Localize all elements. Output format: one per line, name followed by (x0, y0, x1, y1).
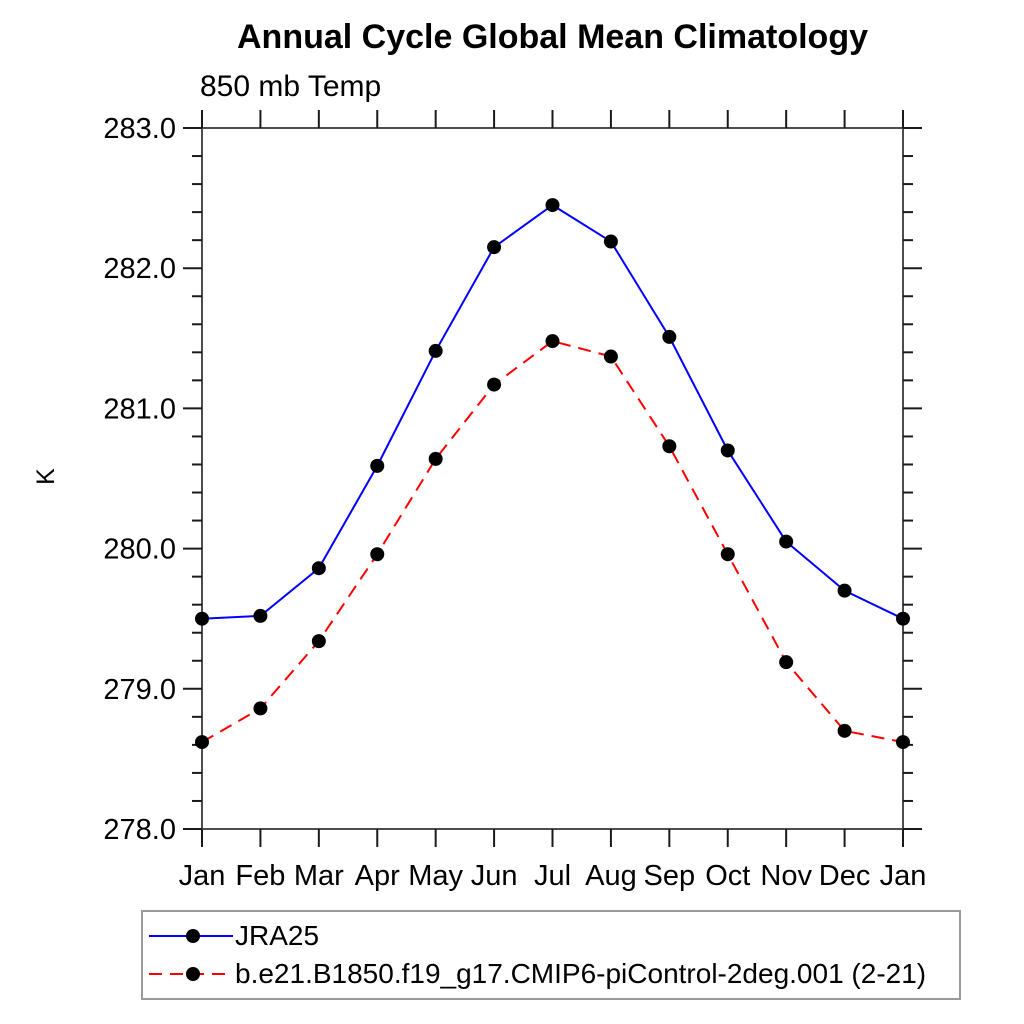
y-tick-label: 278.0 (103, 814, 176, 846)
data-point (487, 240, 502, 255)
data-point (896, 611, 910, 626)
x-tick-label: Apr (355, 860, 400, 892)
legend-label-model: b.e21.B1850.f19_g17.CMIP6-piControl-2deg… (235, 958, 927, 989)
data-point (545, 334, 560, 349)
x-tick-label: Aug (585, 860, 637, 892)
data-point (779, 534, 794, 549)
data-point (603, 234, 618, 249)
series-line-1 (201, 340, 904, 744)
legend-row-jra25: JRA25 (143, 922, 959, 950)
y-tick-label: 282.0 (103, 253, 176, 285)
data-point (720, 443, 735, 458)
data-point (603, 349, 618, 364)
x-tick-label: Jun (471, 860, 518, 892)
data-point (896, 735, 910, 750)
data-point (779, 655, 794, 670)
legend: JRA25 b.e21.B1850.f19_g17.CMIP6-piContro… (141, 910, 961, 1000)
data-point (311, 561, 326, 576)
y-tick-label: 283.0 (103, 113, 176, 145)
y-tick-label: 280.0 (103, 534, 176, 566)
data-point (195, 611, 209, 626)
x-tick-label: May (408, 860, 463, 892)
axis-frame (201, 127, 904, 830)
data-point (311, 634, 326, 649)
x-tick-label: Oct (705, 860, 750, 892)
data-point (545, 198, 560, 213)
y-tick-label: 279.0 (103, 674, 176, 706)
chart-subtitle: 850 mb Temp (200, 70, 382, 103)
x-tick-label: Mar (294, 860, 344, 892)
series-line-0 (201, 203, 904, 620)
legend-line-sample-solid (149, 929, 233, 943)
data-point (720, 547, 735, 562)
x-tick-label: Sep (644, 860, 696, 892)
x-tick-label: Feb (235, 860, 285, 892)
legend-line-sample-dashed (149, 967, 233, 981)
data-point (428, 451, 443, 466)
legend-label-jra25: JRA25 (235, 920, 320, 951)
data-point (428, 343, 443, 358)
data-point (837, 723, 852, 738)
data-point (837, 583, 852, 598)
x-tick-label: Dec (819, 860, 871, 892)
x-tick-label: Nov (760, 860, 812, 892)
data-point (370, 458, 385, 473)
data-point (253, 608, 268, 623)
data-point (370, 547, 385, 562)
legend-row-model: b.e21.B1850.f19_g17.CMIP6-piControl-2deg… (143, 960, 959, 988)
data-point (662, 329, 677, 344)
y-tick-label: 281.0 (103, 393, 176, 425)
x-tick-label: Jan (880, 860, 927, 892)
x-tick-label: Jul (534, 860, 571, 892)
x-tick-label: Jan (179, 860, 226, 892)
data-point (195, 735, 209, 750)
data-point (662, 439, 677, 454)
data-point (487, 377, 502, 392)
chart-title: Annual Cycle Global Mean Climatology (237, 18, 868, 56)
data-point (253, 701, 268, 716)
